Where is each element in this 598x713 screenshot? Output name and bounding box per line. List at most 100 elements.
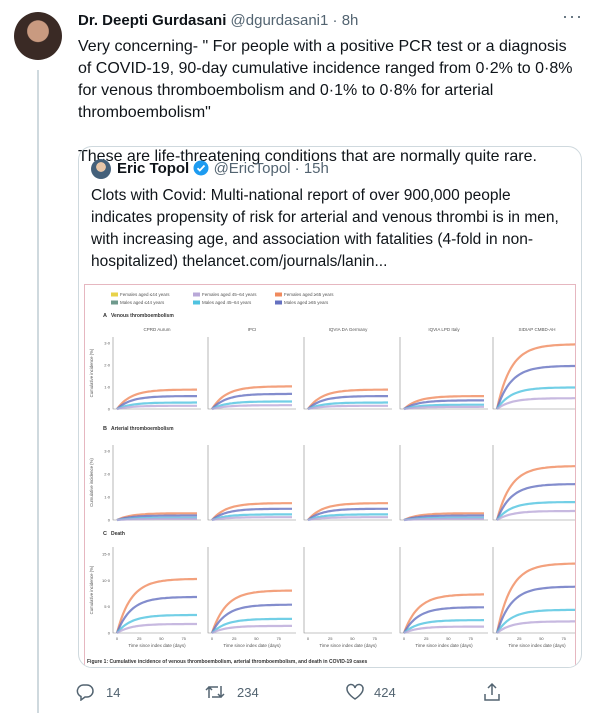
panel-axes [399, 445, 488, 521]
figure-image: Females aged ≤44 years Females aged 45–64… [84, 284, 576, 667]
y-tick-label: 3·0 [104, 449, 111, 454]
more-menu[interactable]: ··· [562, 6, 583, 26]
time[interactable]: 8h [341, 12, 359, 29]
x-axis-label: Time since index date (days) [319, 643, 377, 648]
x-tick-label: 75 [181, 636, 186, 641]
panel-axes [399, 337, 488, 410]
legend-swatch [193, 292, 200, 297]
panel-label: A [103, 313, 107, 319]
curve [496, 386, 575, 410]
column-name: IQVIA DA Germany [329, 327, 369, 332]
curve [116, 395, 197, 410]
curve [211, 617, 292, 634]
y-tick-label: 0 [108, 407, 111, 412]
x-tick-label: 25 [232, 636, 237, 641]
row-title: Death [111, 531, 125, 537]
curve [116, 613, 197, 634]
y-tick-label: 10·0 [102, 578, 111, 583]
y-axis-label: Cumulative incidence (%) [89, 348, 94, 397]
curve [116, 514, 197, 522]
author-handle[interactable]: @dgurdasani1 [230, 12, 329, 29]
column-name: IPCI [248, 327, 257, 332]
curve [116, 388, 197, 410]
legend-swatch [275, 300, 282, 305]
x-tick-label: 0 [403, 636, 406, 641]
verified-badge [193, 160, 209, 176]
column-name: IQVIA LPD Italy [428, 327, 460, 332]
curve [496, 620, 575, 634]
panel-axes [112, 547, 201, 634]
panel-axes [303, 445, 392, 521]
row-title: Venous thromboembolism [111, 313, 174, 319]
x-tick-label: 25 [137, 636, 142, 641]
legend-label: Females aged 45–64 years [202, 292, 257, 297]
y-tick-label: 1·0 [104, 384, 111, 389]
curve [307, 513, 388, 522]
quote-link[interactable]: thelancet.com/journals/lanin... [182, 253, 388, 270]
curve [115, 595, 197, 634]
curve [211, 513, 292, 522]
x-tick-label: 0 [116, 636, 119, 641]
quote-header: Eric Topol @EricTopol · 15h [117, 160, 329, 177]
curve [403, 625, 484, 635]
curve [307, 404, 388, 411]
sep: · [290, 160, 304, 177]
x-tick-label: 50 [539, 636, 544, 641]
curve [403, 514, 484, 522]
curve [115, 577, 197, 634]
quote-avatar [91, 159, 111, 179]
curve [307, 516, 388, 522]
quote-card[interactable]: Eric Topol @EricTopol · 15h Clots with C… [78, 146, 582, 668]
curve [116, 622, 197, 634]
legend-swatch [275, 292, 282, 297]
curve [495, 364, 575, 410]
panel-axes [303, 337, 392, 410]
x-tick-label: 75 [468, 636, 473, 641]
figure-caption: Figure 1: Cumulative incidence of venous… [87, 659, 368, 665]
curve [496, 501, 575, 521]
reply-icon[interactable] [76, 683, 94, 701]
curve [403, 395, 484, 410]
legend-swatch [111, 300, 118, 305]
curve [307, 507, 388, 521]
curve [210, 589, 292, 634]
legend-label: Males aged ≤44 years [120, 300, 165, 305]
curve [495, 585, 575, 634]
y-tick-label: 2·0 [104, 362, 111, 367]
legend-label: Females aged ≥65 years [284, 292, 334, 297]
avatar[interactable] [14, 12, 62, 60]
x-tick-label: 0 [211, 636, 214, 641]
curve [496, 509, 575, 521]
legend-label: Females aged ≤44 years [120, 292, 170, 297]
curve [403, 403, 484, 411]
header: Dr. Deepti Gurdasani @dgurdasani1 · 8h [78, 12, 358, 29]
y-tick-label: 15·0 [102, 551, 111, 556]
quote-body: Clots with Covid: Multi-national report … [91, 187, 559, 270]
x-tick-label: 25 [424, 636, 429, 641]
panel-axes [303, 547, 392, 634]
x-tick-label: 75 [276, 636, 281, 641]
curve [307, 395, 388, 410]
x-tick-label: 50 [446, 636, 451, 641]
curve [211, 507, 292, 521]
curve [307, 502, 388, 521]
y-axis-label: Cumulative incidence (%) [89, 565, 94, 614]
author-name[interactable]: Dr. Deepti Gurdasani [78, 12, 227, 29]
like-icon[interactable] [345, 683, 365, 701]
share-icon[interactable] [483, 682, 501, 702]
x-tick-label: 50 [350, 636, 355, 641]
panel-axes [399, 547, 488, 634]
retweet-icon[interactable] [205, 683, 225, 701]
x-tick-label: 0 [496, 636, 499, 641]
curve [403, 619, 484, 634]
reply-count: 14 [106, 685, 121, 700]
quote-text: Clots with Covid: Multi-national report … [91, 185, 571, 273]
paragraph: Very concerning- " For people with a pos… [78, 38, 573, 121]
curve [116, 517, 197, 522]
curve [403, 399, 484, 410]
curve [495, 465, 575, 521]
curve [496, 608, 575, 634]
column-name: CPRD Aurum [143, 327, 170, 332]
curve [495, 483, 575, 521]
